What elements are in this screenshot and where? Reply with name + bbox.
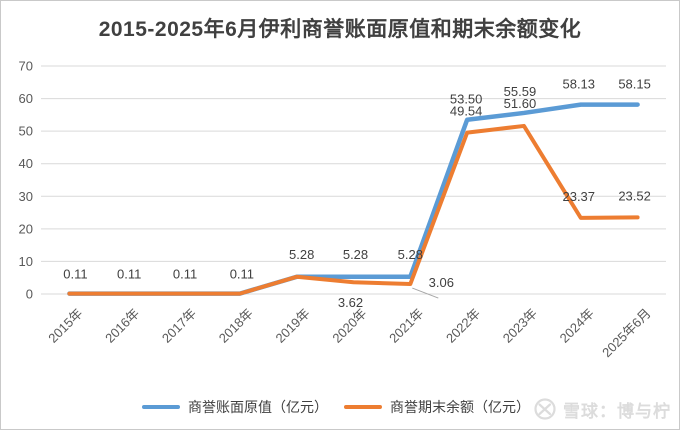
data-labels-series-0: 0.11 0.11 0.11 0.11 5.28 5.28 5.28 53.50 55.59 58… (63, 77, 651, 282)
svg-text:2021年: 2021年 (386, 306, 426, 346)
svg-text:3.06: 3.06 (429, 275, 454, 290)
svg-text:20: 20 (19, 221, 33, 236)
svg-text:2020年: 2020年 (329, 306, 369, 346)
legend-label-ending-balance: 商誉期末余额（亿元） (390, 399, 530, 415)
svg-text:5.28: 5.28 (289, 247, 314, 262)
svg-text:2015年: 2015年 (45, 306, 85, 346)
svg-text:58.15: 58.15 (618, 77, 651, 92)
series-line-0 (67, 102, 640, 296)
svg-text:3.62: 3.62 (338, 295, 363, 310)
watermark: 雪球：博与柠 (529, 395, 671, 423)
data-label-leader-line (412, 287, 439, 299)
legend-line-swatch-book-value-icon (142, 404, 180, 410)
chart-legend: 商誉账面原值（亿元） 商誉期末余额（亿元） (1, 397, 671, 417)
gridlines (41, 65, 666, 295)
svg-text:50: 50 (19, 124, 33, 139)
svg-text:23.52: 23.52 (618, 188, 651, 203)
chart-title: 2015-2025年6月伊利商誉账面原值和期末余额变化 (98, 18, 582, 41)
svg-text:51.60: 51.60 (504, 96, 537, 111)
series-line-1 (67, 123, 640, 296)
svg-text:0.11: 0.11 (117, 267, 141, 282)
svg-text:10: 10 (19, 254, 33, 269)
snowball-logo-icon (534, 398, 556, 420)
y-axis-tick-labels: 0 10 20 30 40 50 60 70 (19, 59, 33, 302)
legend-item-ending-balance: 商誉期末余额（亿元） (344, 397, 530, 417)
svg-text:30: 30 (19, 189, 33, 204)
svg-text:60: 60 (19, 91, 33, 106)
svg-text:0.11: 0.11 (63, 267, 87, 282)
svg-text:2018年: 2018年 (216, 306, 256, 346)
legend-label-book-value: 商誉账面原值（亿元） (188, 399, 328, 415)
svg-text:5.28: 5.28 (398, 247, 423, 262)
svg-text:23.37: 23.37 (562, 189, 595, 204)
watermark-text: 雪球：博与柠 (563, 401, 671, 421)
svg-text:2017年: 2017年 (159, 306, 199, 346)
svg-text:2016年: 2016年 (102, 306, 142, 346)
svg-text:70: 70 (19, 59, 33, 74)
x-axis-tick-labels: 2015年 2016年 2017年 2018年 2019年 2020年 2021年 2022年… (45, 306, 653, 361)
svg-text:0.11: 0.11 (230, 267, 254, 282)
svg-text:49.54: 49.54 (450, 104, 483, 119)
svg-text:40: 40 (19, 156, 33, 171)
svg-text:2023年: 2023年 (500, 306, 540, 346)
svg-text:0: 0 (26, 287, 33, 302)
svg-text:58.13: 58.13 (562, 77, 595, 92)
svg-text:55.59: 55.59 (504, 84, 537, 99)
svg-text:2022年: 2022年 (443, 306, 483, 346)
svg-text:53.50: 53.50 (450, 92, 483, 107)
svg-text:2025年6月: 2025年6月 (599, 306, 654, 361)
svg-text:2019年: 2019年 (273, 306, 313, 346)
svg-text:2024年: 2024年 (557, 306, 597, 346)
svg-text:5.28: 5.28 (343, 247, 368, 262)
data-labels-series-1: 3.62 3.06 49.54 51.60 23.37 23.52 (338, 96, 651, 310)
svg-text:0.11: 0.11 (173, 267, 197, 282)
legend-item-book-value: 商誉账面原值（亿元） (142, 397, 328, 417)
legend-line-swatch-ending-balance-icon (344, 404, 382, 410)
